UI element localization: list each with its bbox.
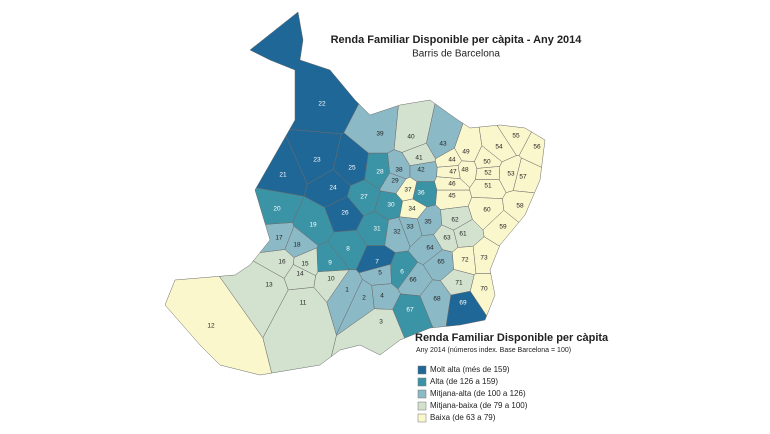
district-label: 63 (443, 235, 451, 242)
district-label: 16 (278, 259, 286, 266)
district-label: 53 (507, 171, 515, 178)
district-label: 13 (265, 282, 273, 289)
district-label: 49 (462, 149, 470, 156)
district-label: 9 (328, 260, 332, 267)
district (343, 103, 399, 154)
map-title: Renda Familiar Disponible per càpita - A… (331, 34, 583, 46)
legend-swatch (417, 413, 427, 423)
district-label: 30 (387, 202, 395, 209)
legend-label: Baixa (de 63 a 79) (430, 413, 496, 422)
district-label: 31 (373, 226, 381, 233)
district-label: 15 (301, 261, 309, 268)
district-label: 37 (404, 187, 412, 194)
district-label: 68 (433, 296, 441, 303)
district-label: 5 (378, 270, 382, 277)
district-label: 72 (461, 257, 469, 264)
district-label: 24 (329, 185, 337, 192)
district-label: 3 (379, 319, 383, 326)
district-label: 42 (417, 167, 425, 174)
district-label: 41 (415, 155, 423, 162)
district-label: 47 (449, 169, 457, 176)
legend-title: Renda Familiar Disponible per càpita (415, 332, 609, 344)
district-label: 28 (376, 169, 384, 176)
district-label: 8 (346, 246, 350, 253)
district-label: 33 (406, 224, 414, 231)
district-label: 7 (375, 259, 379, 266)
district-label: 12 (207, 323, 215, 330)
district-label: 71 (455, 280, 463, 287)
district-label: 65 (437, 259, 445, 266)
district-label: 25 (348, 165, 356, 172)
district-label: 45 (448, 193, 456, 200)
legend-label: Molt alta (més de 159) (430, 365, 510, 374)
district-label: 51 (484, 183, 492, 190)
district-label: 6 (400, 269, 404, 276)
district-label: 10 (327, 276, 335, 283)
district-label: 52 (484, 170, 492, 177)
district (478, 125, 517, 163)
district-label: 2 (362, 295, 366, 302)
district-label: 38 (395, 167, 403, 174)
legend-swatch (417, 377, 427, 387)
district-label: 26 (341, 210, 349, 217)
district-label: 34 (408, 206, 416, 213)
legend: Molt alta (més de 159) Alta (de 126 a 159… (417, 365, 528, 423)
district-label: 57 (519, 174, 527, 181)
legend-label: Mitjana-baixa (de 79 a 100) (430, 401, 528, 410)
legend-subtitle: Any 2014 (números index. Base Barcelona … (416, 347, 571, 354)
legend-label: Mitjana-alta (de 100 a 126) (430, 389, 526, 398)
district-label: 20 (273, 206, 281, 213)
district-label: 32 (393, 229, 401, 236)
district-label: 66 (409, 277, 417, 284)
district-label: 1 (345, 287, 349, 294)
district-label: 29 (391, 178, 399, 185)
district-label: 14 (296, 271, 304, 278)
district (440, 269, 475, 296)
district-label: 69 (459, 300, 467, 307)
legend-swatch (417, 389, 427, 399)
district-label: 62 (451, 217, 459, 224)
district-label: 22 (318, 101, 326, 108)
district-label: 27 (360, 194, 368, 201)
legend-label: Alta (de 126 a 159) (430, 377, 498, 386)
legend-swatch (417, 365, 427, 375)
district-label: 73 (480, 255, 488, 262)
district-label: 36 (417, 190, 425, 197)
district-label: 61 (459, 231, 467, 238)
district (249, 11, 360, 135)
district-label: 55 (512, 133, 520, 140)
district (472, 236, 500, 274)
district-label: 40 (407, 134, 415, 141)
district-label: 19 (309, 222, 317, 229)
district-label: 21 (279, 172, 287, 179)
district-label: 56 (533, 144, 541, 151)
district-label: 4 (380, 293, 384, 300)
district-label: 70 (480, 286, 488, 293)
district-label: 18 (293, 242, 301, 249)
district-label: 39 (376, 131, 384, 138)
district-label: 58 (516, 203, 524, 210)
district-label: 64 (426, 245, 434, 252)
district-label: 23 (313, 157, 321, 164)
district-label: 35 (424, 219, 432, 226)
district-label: 17 (275, 235, 283, 242)
districts (164, 11, 546, 376)
map-subtitle: Barris de Barcelona (412, 49, 500, 60)
district-label: 48 (461, 167, 469, 174)
district-label: 50 (483, 159, 491, 166)
district-label: 59 (499, 224, 507, 231)
district-label: 44 (448, 157, 456, 164)
district-label: 60 (483, 207, 491, 214)
legend-swatch (417, 401, 427, 411)
district-label: 43 (439, 141, 447, 148)
district-label: 67 (406, 307, 414, 314)
district-label: 11 (300, 300, 307, 307)
district-label: 54 (495, 144, 503, 151)
district-label: 46 (448, 181, 456, 188)
